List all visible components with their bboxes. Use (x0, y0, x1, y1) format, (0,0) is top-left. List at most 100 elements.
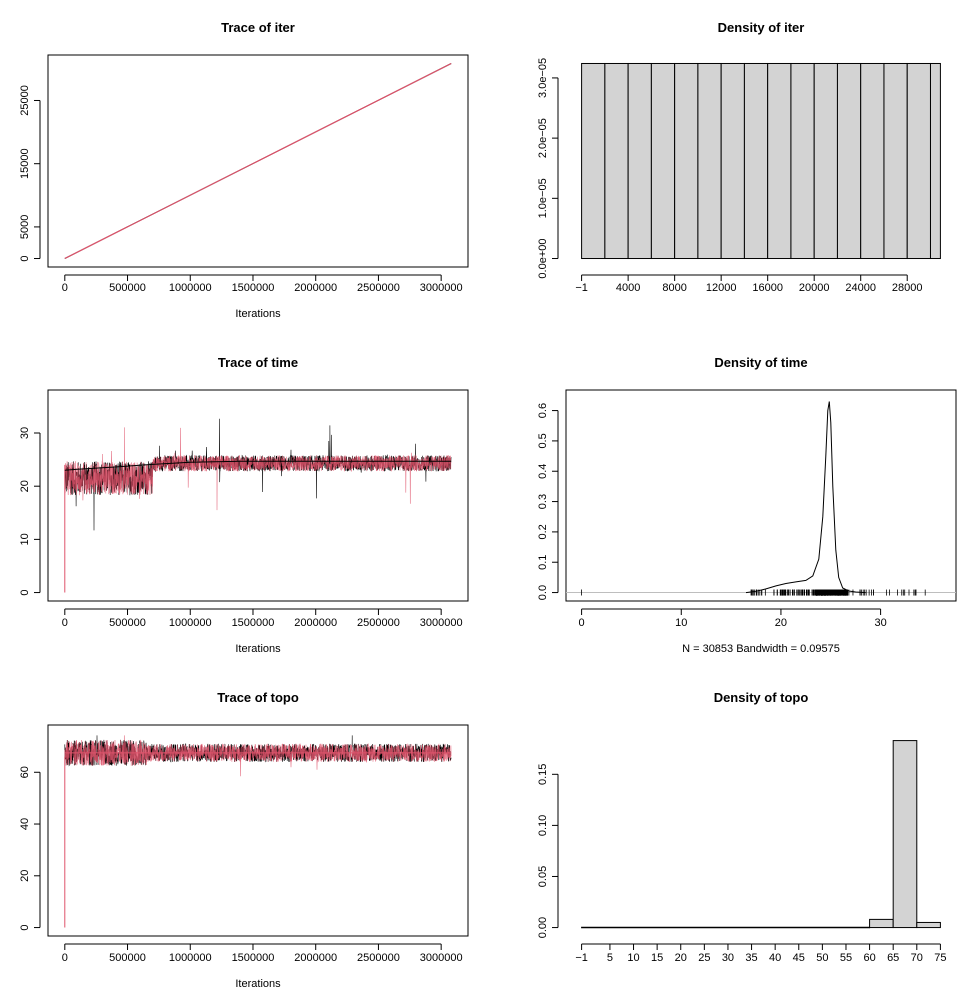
y-tick-label: 0.5 (537, 433, 549, 448)
y-tick-label: 0 (19, 589, 31, 595)
time-trace-chain-2 (64, 427, 452, 511)
panel-2-axes: 0 500000 1000000 1500000 2000000 2500000 30000… (19, 355, 469, 655)
panel-1-marks (581, 62, 941, 260)
histogram-bar (674, 62, 699, 260)
panel-4-x-axis-title: Iterations (235, 978, 281, 990)
x-tick-label: 8000 (662, 282, 686, 294)
x-tick-label: 0 (62, 282, 68, 294)
panel-4-title: Trace of topo (217, 690, 299, 705)
panel-3-frame (565, 389, 957, 602)
y-tick-label: 0.15 (537, 764, 549, 785)
y-tick-label: 0.0 (537, 585, 549, 600)
y-tick-label: 0.00 (537, 917, 549, 938)
x-tick-label: 2000000 (294, 617, 337, 629)
x-tick-label: 55 (840, 952, 852, 964)
x-tick-label: 2000000 (294, 952, 337, 964)
histogram-bar (697, 62, 722, 260)
histogram-bar (860, 62, 885, 260)
panel-0-marks (64, 62, 452, 260)
y-tick-label: 1.0e−05 (537, 178, 549, 218)
panel-5-title: Density of topo (714, 690, 809, 705)
y-tick-label: 0.4 (537, 464, 549, 479)
panel-2-x-axis-title: Iterations (235, 643, 281, 655)
histogram-bar (790, 62, 815, 260)
y-tick-label: 15000 (19, 148, 31, 179)
y-tick-label: 60 (19, 766, 31, 778)
x-tick-label: 4000 (616, 282, 640, 294)
histogram-bar (720, 62, 745, 260)
x-tick-label: 2500000 (357, 282, 400, 294)
x-tick-label: 60 (863, 952, 875, 964)
x-tick-label: 500000 (109, 952, 146, 964)
histogram-bar (581, 62, 606, 260)
panel-0-frame (47, 54, 469, 268)
panel-4-frame (47, 724, 469, 937)
x-tick-label: 16000 (752, 282, 783, 294)
y-tick-label: 2.0e−05 (537, 118, 549, 158)
x-tick-label: 1500000 (232, 282, 275, 294)
x-tick-label: 20000 (799, 282, 830, 294)
x-tick-label: 1000000 (169, 952, 212, 964)
x-tick-label: 70 (911, 952, 923, 964)
x-tick-label: 2500000 (357, 952, 400, 964)
x-tick-label: 30 (874, 617, 886, 629)
x-tick-label: 0 (62, 617, 68, 629)
y-tick-label: 0.1 (537, 555, 549, 570)
x-tick-label: 50 (816, 952, 828, 964)
panel-0-axes: 0 500000 1000000 1500000 2000000 2500000 30000… (19, 20, 469, 320)
y-tick-label: 20 (19, 870, 31, 882)
histogram-bar (743, 62, 769, 260)
y-tick-label: 0 (19, 255, 31, 261)
x-tick-label: 1000000 (169, 282, 212, 294)
y-tick-label: 3.0e−05 (537, 58, 549, 98)
y-tick-label: 5000 (19, 215, 31, 239)
x-tick-label: 5 (607, 952, 613, 964)
x-tick-label: 3000000 (420, 617, 463, 629)
x-tick-label: 25 (698, 952, 710, 964)
x-tick-label: 24000 (845, 282, 876, 294)
panel-5-marks (581, 740, 941, 929)
x-tick-label: 3000000 (420, 282, 463, 294)
time-running-mean-line (64, 460, 452, 471)
y-tick-label: 0.3 (537, 494, 549, 509)
x-tick-label: 30 (722, 952, 734, 964)
histogram-bar (581, 926, 871, 929)
x-tick-label: 20 (675, 952, 687, 964)
panel-4-marks (64, 735, 452, 928)
histogram-bar (604, 62, 629, 260)
x-tick-label: 1000000 (169, 617, 212, 629)
panel-0-x-axis-title: Iterations (235, 308, 281, 320)
panel-1-axes: −1 4000 8000 12000 16000 20000 24000 28000 0.0e+… (537, 20, 923, 294)
histogram-bar (836, 62, 862, 260)
y-tick-label: 0.2 (537, 524, 549, 539)
panel-4-axes: 0 500000 1000000 1500000 2000000 2500000 30000… (19, 690, 469, 990)
x-tick-label: −1 (575, 282, 588, 294)
x-tick-label: 75 (934, 952, 946, 964)
histogram-bar (883, 62, 908, 260)
x-tick-label: 2000000 (294, 282, 337, 294)
iter-trace-line-2 (64, 62, 452, 260)
y-tick-label: 0.10 (537, 815, 549, 836)
x-tick-label: 2500000 (357, 617, 400, 629)
y-tick-label: 25000 (19, 85, 31, 116)
panel-0-title: Trace of iter (221, 20, 295, 35)
x-tick-label: 0 (579, 617, 585, 629)
y-tick-label: 20 (19, 480, 31, 492)
histogram-bar (767, 62, 792, 260)
panel-3-marks (566, 401, 956, 596)
x-tick-label: 12000 (706, 282, 737, 294)
y-tick-label: 0.6 (537, 403, 549, 418)
x-tick-label: 500000 (109, 617, 146, 629)
histogram-bar (916, 921, 941, 929)
x-tick-label: 10 (627, 952, 639, 964)
panel-5-axes: −1 5 10 15 20 25 30 35 40 45 50 55 60 65 70 75 0.00 0.05 0… (537, 690, 947, 964)
panel-2-marks (64, 418, 452, 593)
y-tick-label: 40 (19, 818, 31, 830)
x-tick-label: −1 (575, 952, 588, 964)
time-density-curve (745, 401, 866, 594)
x-tick-label: 500000 (109, 282, 146, 294)
y-tick-label: 0 (19, 924, 31, 930)
histogram-bar (627, 62, 652, 260)
histogram-bar (929, 62, 941, 260)
